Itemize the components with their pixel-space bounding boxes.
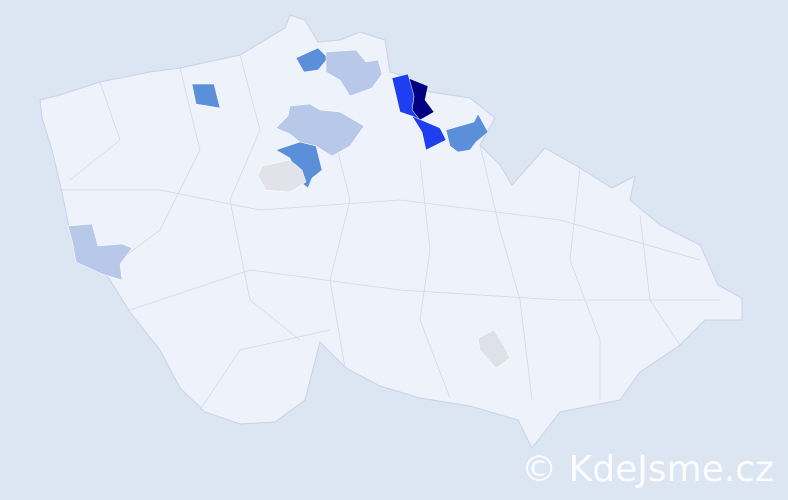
country-outline: [39, 14, 743, 449]
district-medium: [445, 113, 489, 153]
district-medium: [295, 47, 329, 73]
district-low: [325, 49, 383, 97]
district-neutral: [257, 159, 307, 193]
watermark: © KdeJsme.cz: [521, 449, 774, 490]
district-borders: [60, 54, 720, 411]
district-high: [391, 73, 421, 121]
district-neutral: [477, 329, 511, 369]
district-low: [275, 103, 365, 157]
district-high: [411, 115, 447, 151]
highlighted-districts: [67, 47, 511, 369]
district-medium: [191, 83, 221, 109]
district-low: [67, 223, 133, 281]
